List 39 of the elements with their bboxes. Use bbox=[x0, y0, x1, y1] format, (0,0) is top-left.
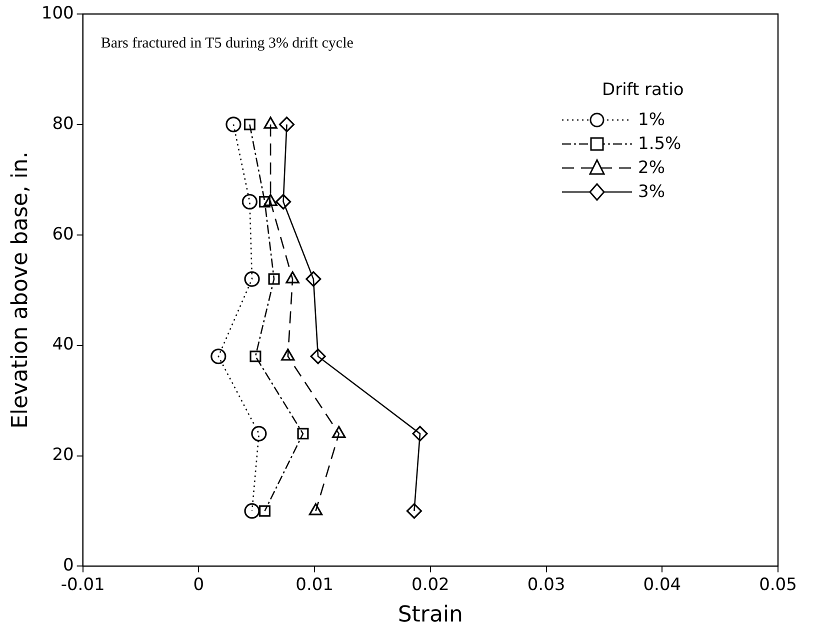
point bbox=[244, 118, 256, 130]
point bbox=[251, 426, 267, 442]
y-tick-label: 60 bbox=[52, 224, 74, 244]
point bbox=[310, 348, 326, 364]
legend-label: 2% bbox=[638, 158, 665, 178]
point bbox=[268, 273, 280, 285]
x-tick-label: 0.05 bbox=[759, 574, 797, 595]
y-tick-label: 0 bbox=[63, 556, 74, 576]
point bbox=[250, 350, 262, 362]
x-axis-title: Strain bbox=[398, 602, 464, 628]
x-tick-label: 0.01 bbox=[296, 574, 334, 595]
legend-label: 1% bbox=[638, 110, 665, 130]
point bbox=[306, 271, 322, 287]
x-tick-label: 0.03 bbox=[527, 574, 566, 595]
point bbox=[412, 426, 428, 442]
y-tick-label: 100 bbox=[41, 3, 74, 24]
point bbox=[275, 194, 292, 210]
point bbox=[226, 116, 242, 132]
x-tick-label: 0 bbox=[193, 574, 204, 595]
point bbox=[406, 503, 422, 519]
point bbox=[297, 428, 309, 440]
y-tick-label: 80 bbox=[52, 114, 74, 134]
point bbox=[244, 271, 260, 287]
point bbox=[278, 116, 295, 132]
point bbox=[210, 348, 226, 364]
y-tick-label: 40 bbox=[52, 334, 74, 355]
x-tick-label: 0.04 bbox=[643, 574, 682, 595]
point bbox=[242, 194, 258, 210]
legend-label: 1.5% bbox=[638, 134, 682, 154]
legend-title: Drift ratio bbox=[602, 80, 684, 100]
y-axis-title: Elevation above base, in. bbox=[8, 152, 33, 429]
y-tick-label: 20 bbox=[52, 445, 74, 466]
x-tick-label: -0.01 bbox=[60, 574, 105, 595]
point bbox=[258, 505, 270, 517]
legend-label: 3% bbox=[638, 182, 665, 202]
point bbox=[244, 503, 260, 519]
annotation: Bars fractured in T5 during 3% drift cycle bbox=[100, 35, 354, 52]
point bbox=[258, 196, 270, 208]
x-tick-label: 0.02 bbox=[411, 574, 450, 595]
